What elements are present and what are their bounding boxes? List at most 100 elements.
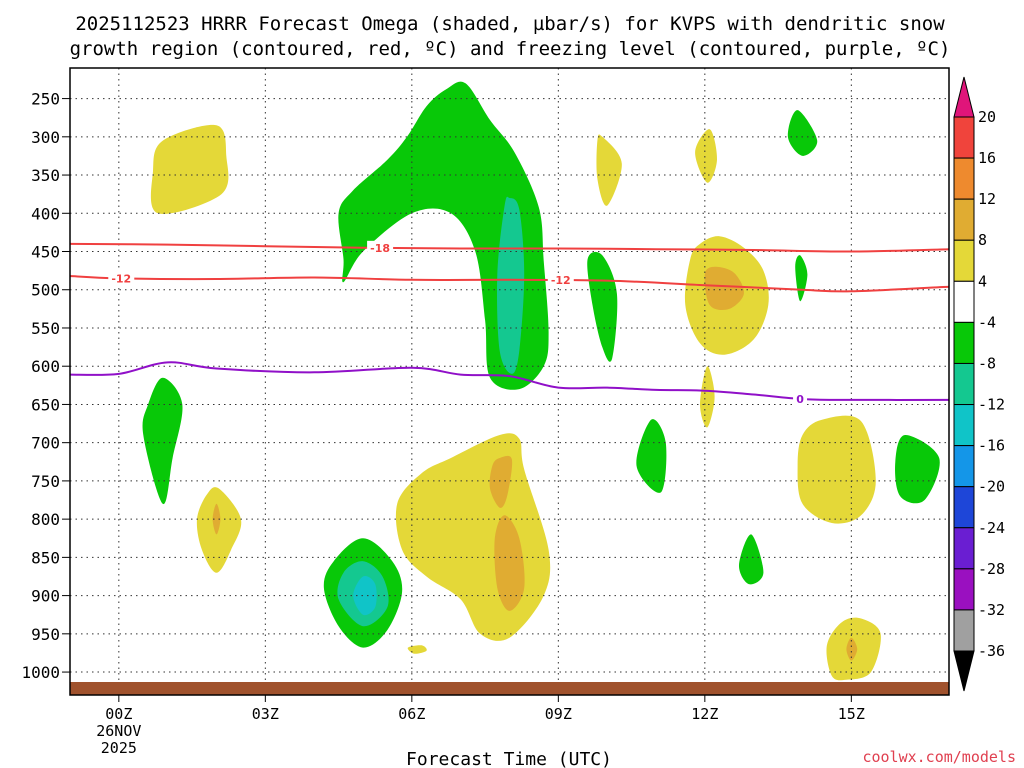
omega-region-24 xyxy=(895,434,940,504)
omega-region-2 xyxy=(196,487,242,573)
plot-frame xyxy=(69,67,950,696)
xtick-label-15Z: 15Z xyxy=(838,705,865,723)
temperature-contours: -18 -12 -12 0 xyxy=(69,240,950,406)
contour-label-3: 0 xyxy=(796,393,804,406)
colorbar-label-3: 8 xyxy=(978,231,987,249)
ytick-label-500: 500 xyxy=(31,281,60,300)
x-axis-label: Forecast Time (UTC) xyxy=(406,749,612,768)
colorbar-bottom-arrow xyxy=(953,650,975,692)
omega-region-20 xyxy=(795,255,808,302)
omega-region-7 xyxy=(395,433,551,641)
colorbar-label-7: -12 xyxy=(978,396,1005,414)
omega-region-9 xyxy=(494,515,525,611)
contour-2 xyxy=(69,361,950,401)
omega-region-21 xyxy=(636,419,667,493)
xtick-label-00Z: 00Z xyxy=(105,705,132,723)
ground-bar xyxy=(70,682,949,695)
omega-region-1 xyxy=(142,377,183,505)
chart-title-line2: growth region (contoured, red, ºC) and f… xyxy=(70,38,951,60)
ytick-label-600: 600 xyxy=(31,357,60,376)
xtick-label-09Z: 09Z xyxy=(545,705,572,723)
xtick-label-06Z: 06Z xyxy=(398,705,425,723)
contour-label-2: -12 xyxy=(551,274,571,287)
chart-title-line1: 2025112523 HRRR Forecast Omega (shaded, … xyxy=(75,13,945,35)
ytick-label-850: 850 xyxy=(31,548,60,567)
omega-region-3 xyxy=(212,503,221,535)
colorbar-legend: 20 16 12 8 4 -4 -8 -12 -16 -20 -24 -28 -32 -36 xyxy=(953,76,1005,692)
xtick-sublabel-date: 26NOV xyxy=(96,722,141,740)
omega-region-14 xyxy=(587,251,618,362)
omega-region-0 xyxy=(150,124,229,214)
ytick-label-450: 450 xyxy=(31,243,60,262)
colorbar-band-7 xyxy=(953,362,975,406)
contour-label-bg-1 xyxy=(108,271,135,286)
colorbar-label-5: -4 xyxy=(978,313,996,331)
credit-link[interactable]: coolwx.com/models xyxy=(862,748,1016,766)
colorbar-label-6: -8 xyxy=(978,354,996,372)
ytick-label-650: 650 xyxy=(31,395,60,414)
ytick-label-550: 550 xyxy=(31,319,60,338)
colorbar-band-2 xyxy=(953,157,975,200)
ytick-label-700: 700 xyxy=(31,434,60,453)
omega-region-11 xyxy=(338,81,549,390)
xtick-label-03Z: 03Z xyxy=(252,705,279,723)
colorbar-label-8: -16 xyxy=(978,437,1005,455)
colorbar-label-4: 4 xyxy=(978,272,987,290)
ytick-label-800: 800 xyxy=(31,510,60,529)
omega-region-12 xyxy=(497,196,525,374)
colorbar-band-5 xyxy=(953,280,975,323)
omega-region-18 xyxy=(700,366,715,428)
ytick-label-750: 750 xyxy=(31,472,60,491)
colorbar-label-2: 12 xyxy=(978,190,996,208)
colorbar-band-4 xyxy=(953,239,975,282)
colorbar-band-9 xyxy=(953,445,975,488)
colorbar-top-arrow xyxy=(953,76,975,118)
omega-region-23 xyxy=(738,534,764,585)
colorbar-band-8 xyxy=(953,404,975,447)
colorbar-label-11: -28 xyxy=(978,560,1005,578)
omega-region-17 xyxy=(704,266,744,311)
colorbar-band-6 xyxy=(953,321,975,364)
omega-region-26 xyxy=(846,637,858,661)
contour-label-1: -12 xyxy=(111,272,131,285)
omega-region-8 xyxy=(489,455,513,508)
omega-region-19 xyxy=(787,110,818,156)
omega-region-13 xyxy=(596,134,622,206)
omega-shaded-regions xyxy=(142,81,940,681)
contour-label-bg-0 xyxy=(367,240,394,255)
colorbar-band-12 xyxy=(953,568,975,611)
omega-region-6 xyxy=(353,576,377,616)
contour-0 xyxy=(69,242,950,253)
contour-label-bg-2 xyxy=(547,273,574,288)
ytick-label-300: 300 xyxy=(31,128,60,147)
ytick-label-950: 950 xyxy=(31,625,60,644)
colorbar-label-0: 20 xyxy=(978,108,996,126)
colorbar-band-10 xyxy=(953,486,975,529)
xtick-label-12Z: 12Z xyxy=(691,705,718,723)
colorbar-label-1: 16 xyxy=(978,149,996,167)
omega-region-15 xyxy=(695,129,718,183)
ytick-label-1000: 1000 xyxy=(21,663,60,682)
xtick-sublabel-year: 2025 xyxy=(101,739,137,757)
contour-label-bg-3 xyxy=(793,391,808,406)
omega-region-10 xyxy=(407,645,427,654)
ytick-label-350: 350 xyxy=(31,166,60,185)
colorbar-band-13 xyxy=(953,609,975,652)
colorbar-label-13: -36 xyxy=(978,642,1005,660)
colorbar-band-3 xyxy=(953,198,975,241)
contour-1 xyxy=(69,275,950,293)
ytick-label-400: 400 xyxy=(31,204,60,223)
ytick-label-900: 900 xyxy=(31,587,60,606)
colorbar-label-12: -32 xyxy=(978,601,1005,619)
colorbar-label-9: -20 xyxy=(978,478,1005,496)
colorbar-label-10: -24 xyxy=(978,519,1005,537)
ground-surface xyxy=(70,682,949,695)
contour-label-0: -18 xyxy=(370,242,390,255)
y-axis-ticks: 250 300 350 400 450 500 550 600 650 700 750 800 850 9… xyxy=(21,90,70,682)
colorbar-band-1 xyxy=(953,116,975,159)
omega-region-22 xyxy=(797,415,876,524)
colorbar-band-11 xyxy=(953,527,975,570)
ytick-label-250: 250 xyxy=(31,90,60,109)
